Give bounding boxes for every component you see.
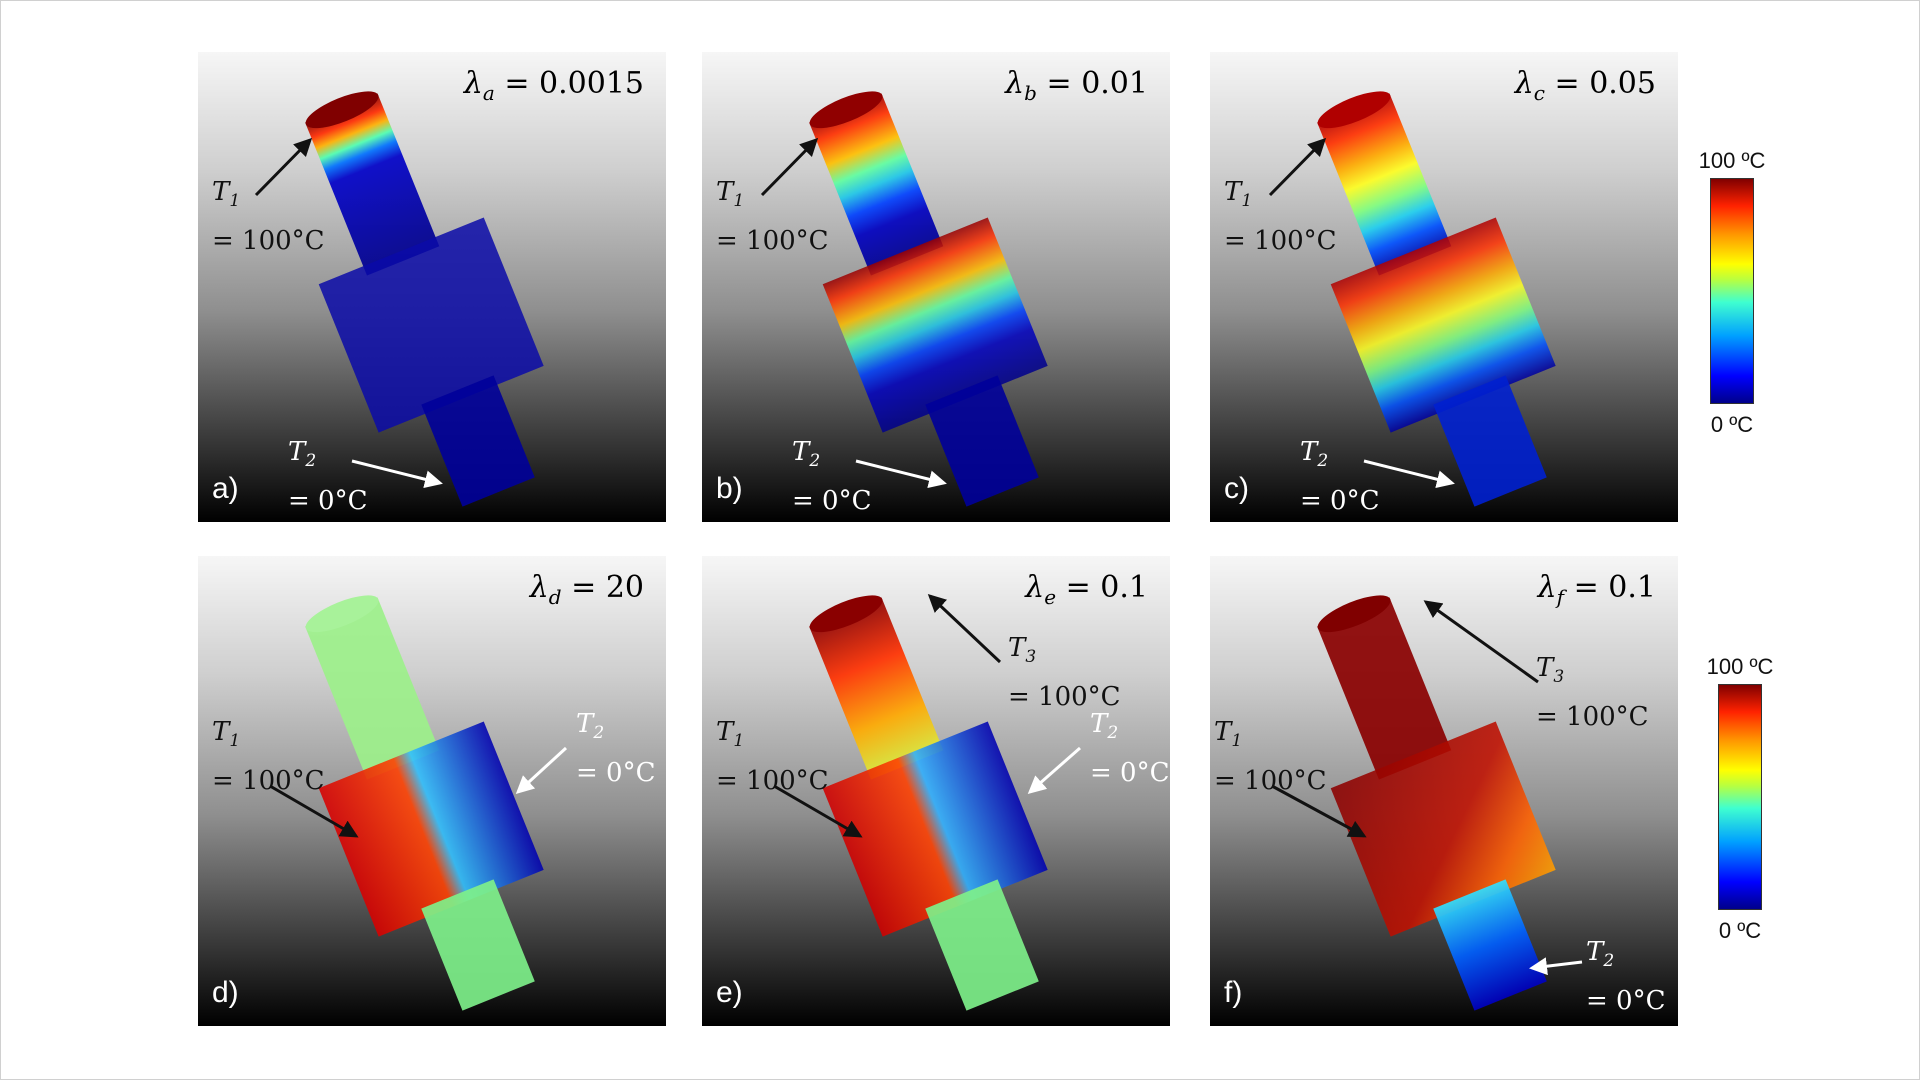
annotation-t1-b: T1 = 100°C bbox=[716, 177, 829, 257]
panel-e: λe = 0.1 e) T1 = 100°C T3 = 100°C T2 = 0… bbox=[702, 556, 1170, 1026]
annotation-t1-f: T1 = 100°C bbox=[1214, 717, 1327, 797]
annotation-t2-b: T2 = 0°C bbox=[792, 437, 872, 517]
lambda-d: λd = 20 bbox=[529, 570, 644, 609]
lambda-c: λc = 0.05 bbox=[1514, 66, 1656, 105]
lambda-f: λf = 0.1 bbox=[1537, 570, 1656, 609]
point-cloud-c bbox=[1317, 91, 1556, 507]
lambda-a: λa = 0.0015 bbox=[463, 66, 644, 105]
panel-label-c: c) bbox=[1224, 472, 1249, 505]
lambda-b: λb = 0.01 bbox=[1005, 66, 1148, 105]
panel-label-d: d) bbox=[212, 976, 239, 1009]
colorbar-top bbox=[1710, 178, 1754, 404]
annotation-t2-f: T2 = 0°C bbox=[1586, 937, 1666, 1017]
panel-label-f: f) bbox=[1224, 976, 1243, 1009]
point-cloud-e bbox=[809, 595, 1048, 1011]
lambda-e: λe = 0.1 bbox=[1025, 570, 1148, 609]
colorbar-bottom-min-label: 0 ºC bbox=[1718, 918, 1762, 943]
annotation-t3-e: T3 = 100°C bbox=[1008, 633, 1121, 713]
annotation-t3-f: T3 = 100°C bbox=[1536, 653, 1649, 733]
panel-c: λc = 0.05 c) T1 = 100°C T2 = 0°C bbox=[1210, 52, 1678, 522]
panel-f: λf = 0.1 f) T1 = 100°C T3 = 100°C T2 = 0… bbox=[1210, 556, 1678, 1026]
colorbar-bottom bbox=[1718, 684, 1762, 910]
annotation-t1-e: T1 = 100°C bbox=[716, 717, 829, 797]
panel-label-a: a) bbox=[212, 472, 239, 505]
annotation-t2-e: T2 = 0°C bbox=[1090, 709, 1170, 789]
annotation-t2-d: T2 = 0°C bbox=[576, 709, 656, 789]
colorbar-bottom-max-label: 100 ºC bbox=[1706, 654, 1774, 679]
panel-label-e: e) bbox=[716, 976, 743, 1009]
annotation-t1-a: T1 = 100°C bbox=[212, 177, 325, 257]
point-cloud-b bbox=[809, 91, 1048, 507]
annotation-t1-d: T1 = 100°C bbox=[212, 717, 325, 797]
colorbar-top-max-label: 100 ºC bbox=[1698, 148, 1766, 173]
point-cloud-a bbox=[305, 91, 544, 507]
annotation-t2-a: T2 = 0°C bbox=[288, 437, 368, 517]
point-cloud-f bbox=[1317, 595, 1556, 1011]
annotation-t1-c: T1 = 100°C bbox=[1224, 177, 1337, 257]
panel-d: λd = 20 d) T1 = 100°C T2 = 0°C bbox=[198, 556, 666, 1026]
panel-b: λb = 0.01 b) T1 = 100°C T2 = 0°C bbox=[702, 52, 1170, 522]
panel-label-b: b) bbox=[716, 472, 743, 505]
annotation-t2-c: T2 = 0°C bbox=[1300, 437, 1380, 517]
colorbar-top-min-label: 0 ºC bbox=[1710, 412, 1754, 437]
point-cloud-d bbox=[305, 595, 544, 1011]
panel-a: λa = 0.0015 a) T1 = 100°C T2 = 0°C bbox=[198, 52, 666, 522]
